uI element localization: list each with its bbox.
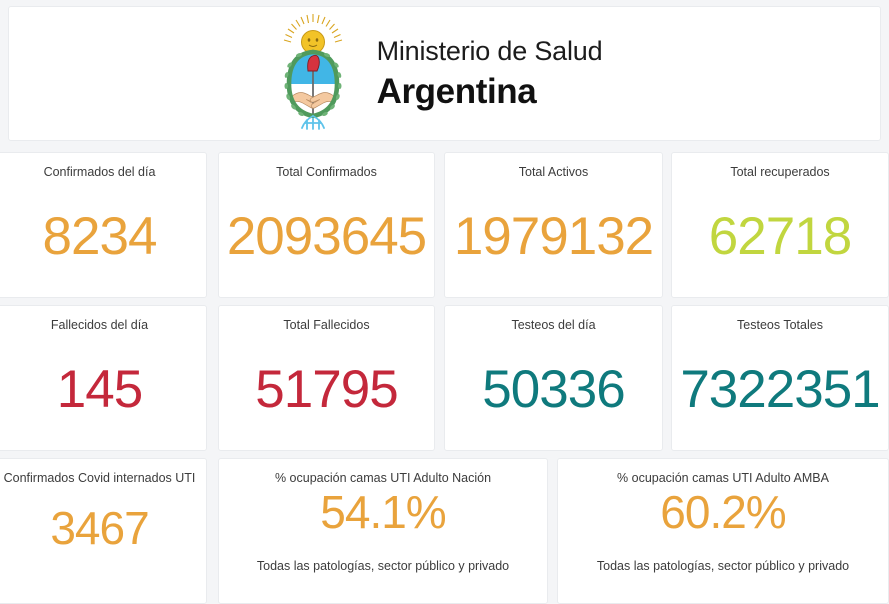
metric-subtitle: Todas las patologías, sector público y p… bbox=[256, 559, 510, 573]
metric-value: 62718 bbox=[708, 207, 852, 266]
metric-card-fallecidos-del-dia[interactable]: Fallecidos del día 145 bbox=[0, 305, 207, 451]
metric-card-internados-uti[interactable]: Confirmados Covid internados UTI 3467 bbox=[0, 458, 207, 604]
metric-value: 60.2% bbox=[660, 486, 786, 538]
metric-card-ocupacion-uti-nacion[interactable]: % ocupación camas UTI Adulto Nación 54.1… bbox=[218, 458, 548, 604]
metric-label: % ocupación camas UTI Adulto AMBA bbox=[617, 471, 829, 485]
metric-card-total-activos[interactable]: Total Activos 1979132 bbox=[444, 152, 663, 298]
metric-card-ocupacion-uti-amba[interactable]: % ocupación camas UTI Adulto AMBA 60.2% … bbox=[557, 458, 889, 604]
metric-label: Confirmados Covid internados UTI bbox=[3, 471, 196, 485]
metric-value: 51795 bbox=[255, 360, 398, 419]
metric-value: 50336 bbox=[482, 360, 625, 419]
metric-label: Total recuperados bbox=[730, 165, 830, 179]
country-name: Argentina bbox=[376, 72, 537, 111]
metric-label: Confirmados del día bbox=[43, 165, 156, 179]
metric-label: Total Confirmados bbox=[276, 165, 377, 179]
metric-value: 145 bbox=[56, 360, 143, 419]
metric-subtitle: Todas las patologías, sector público y p… bbox=[596, 559, 850, 573]
argentina-coat-of-arms-icon bbox=[283, 13, 342, 130]
metric-card-total-fallecidos[interactable]: Total Fallecidos 51795 bbox=[218, 305, 435, 451]
metric-value: 7322351 bbox=[680, 360, 880, 419]
metric-card-total-recuperados[interactable]: Total recuperados 62718 bbox=[671, 152, 889, 298]
brand-block: Ministerio de Salud Argentina bbox=[271, 13, 603, 135]
metric-card-testeos-del-dia[interactable]: Testeos del día 50336 bbox=[444, 305, 663, 451]
header-banner: Ministerio de Salud Argentina bbox=[8, 6, 881, 141]
metric-value: 3467 bbox=[50, 502, 149, 554]
metric-value: 54.1% bbox=[320, 486, 446, 538]
brand-text: Ministerio de Salud Argentina bbox=[376, 36, 603, 111]
ministry-name: Ministerio de Salud bbox=[376, 36, 603, 66]
metric-value: 2093645 bbox=[226, 207, 427, 266]
metric-label: Fallecidos del día bbox=[50, 318, 149, 332]
metric-card-testeos-totales[interactable]: Testeos Totales 7322351 bbox=[671, 305, 889, 451]
metric-value: 1979132 bbox=[453, 207, 654, 266]
metric-card-confirmados-del-dia[interactable]: Confirmados del día 8234 bbox=[0, 152, 207, 298]
metric-label: % ocupación camas UTI Adulto Nación bbox=[274, 471, 492, 485]
metric-card-total-confirmados[interactable]: Total Confirmados 2093645 bbox=[218, 152, 435, 298]
metric-label: Testeos del día bbox=[511, 318, 596, 332]
metric-label: Total Fallecidos bbox=[283, 318, 370, 332]
dashboard-page: Ministerio de Salud Argentina Confirmado… bbox=[0, 6, 889, 604]
metric-label: Testeos Totales bbox=[737, 318, 823, 332]
metric-label: Total Activos bbox=[518, 165, 589, 179]
metric-value: 8234 bbox=[42, 207, 158, 266]
